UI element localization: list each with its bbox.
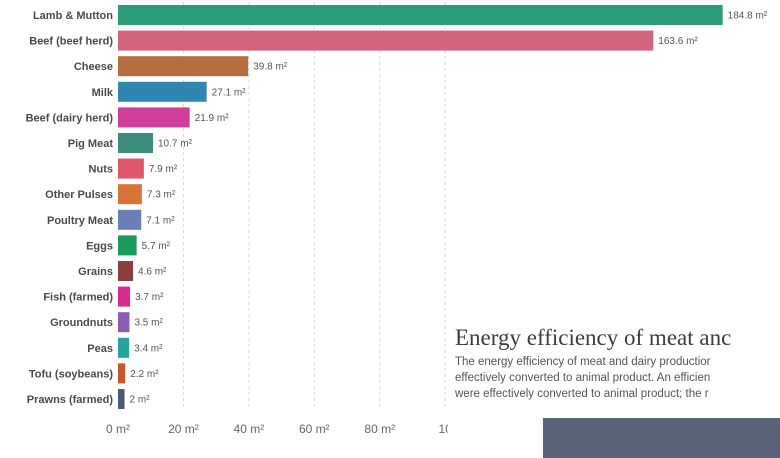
bar bbox=[118, 235, 137, 256]
data-label: 21.9 m² bbox=[195, 113, 230, 124]
category-label: Beef (beef herd) bbox=[29, 36, 113, 48]
category-label: Lamb & Mutton bbox=[33, 10, 113, 22]
category-label: Nuts bbox=[89, 164, 113, 176]
data-label: 7.9 m² bbox=[149, 164, 178, 175]
data-label: 3.5 m² bbox=[134, 318, 163, 329]
category-label: Tofu (soybeans) bbox=[29, 368, 113, 380]
category-label: Groundnuts bbox=[50, 317, 113, 329]
category-label: Cheese bbox=[74, 61, 113, 73]
bar bbox=[118, 389, 125, 409]
data-label: 5.7 m² bbox=[142, 241, 171, 252]
bar bbox=[118, 261, 134, 281]
category-label: Beef (dairy herd) bbox=[26, 112, 114, 124]
x-tick-label: 60 m² bbox=[299, 422, 330, 436]
category-label: Eggs bbox=[86, 240, 113, 252]
bar bbox=[118, 133, 154, 153]
x-tick-label: 0 m² bbox=[106, 422, 130, 436]
category-label: Fish (farmed) bbox=[43, 292, 113, 304]
data-label: 2 m² bbox=[130, 395, 151, 406]
overlay-title: Energy efficiency of meat anc bbox=[455, 325, 732, 350]
data-label: 7.1 m² bbox=[146, 215, 175, 226]
x-tick-label: 80 m² bbox=[364, 422, 395, 436]
bar bbox=[118, 184, 142, 205]
data-label: 184.8 m² bbox=[728, 11, 768, 22]
x-tick-label: 20 m² bbox=[168, 422, 199, 436]
bar bbox=[118, 286, 131, 307]
overlay-description-line: The energy efficiency of meat and dairy … bbox=[455, 356, 711, 368]
category-label: Poultry Meat bbox=[47, 215, 113, 227]
category-label: Prawns (farmed) bbox=[27, 394, 114, 406]
data-label: 7.3 m² bbox=[147, 190, 176, 201]
bar bbox=[118, 312, 130, 333]
bar bbox=[118, 158, 144, 179]
category-label: Milk bbox=[92, 87, 114, 99]
bar bbox=[118, 209, 142, 230]
overlay-description-line: effectively converted to animal product.… bbox=[455, 372, 711, 384]
bar bbox=[118, 107, 190, 128]
overlay-card: Energy efficiency of meat anc The energy… bbox=[448, 320, 780, 458]
data-label: 4.6 m² bbox=[138, 267, 167, 278]
data-label: 39.8 m² bbox=[253, 62, 288, 73]
bar bbox=[118, 81, 207, 102]
bar bbox=[118, 56, 249, 77]
bar bbox=[118, 30, 654, 51]
bar bbox=[118, 5, 723, 25]
x-tick-label: 40 m² bbox=[234, 422, 265, 436]
bar bbox=[118, 363, 126, 384]
bar bbox=[118, 337, 130, 358]
category-label: Peas bbox=[87, 343, 113, 355]
overlay-dark-panel bbox=[543, 418, 780, 458]
category-label: Other Pulses bbox=[45, 189, 113, 201]
data-label: 3.7 m² bbox=[135, 292, 164, 303]
data-label: 10.7 m² bbox=[158, 139, 193, 150]
data-label: 163.6 m² bbox=[658, 36, 698, 47]
category-label: Grains bbox=[78, 266, 113, 278]
data-label: 3.4 m² bbox=[134, 343, 163, 354]
data-label: 2.2 m² bbox=[130, 369, 159, 380]
category-label: Pig Meat bbox=[68, 138, 114, 150]
overlay-description-line: were effectively converted to animal pro… bbox=[455, 388, 709, 400]
data-label: 27.1 m² bbox=[212, 87, 247, 98]
